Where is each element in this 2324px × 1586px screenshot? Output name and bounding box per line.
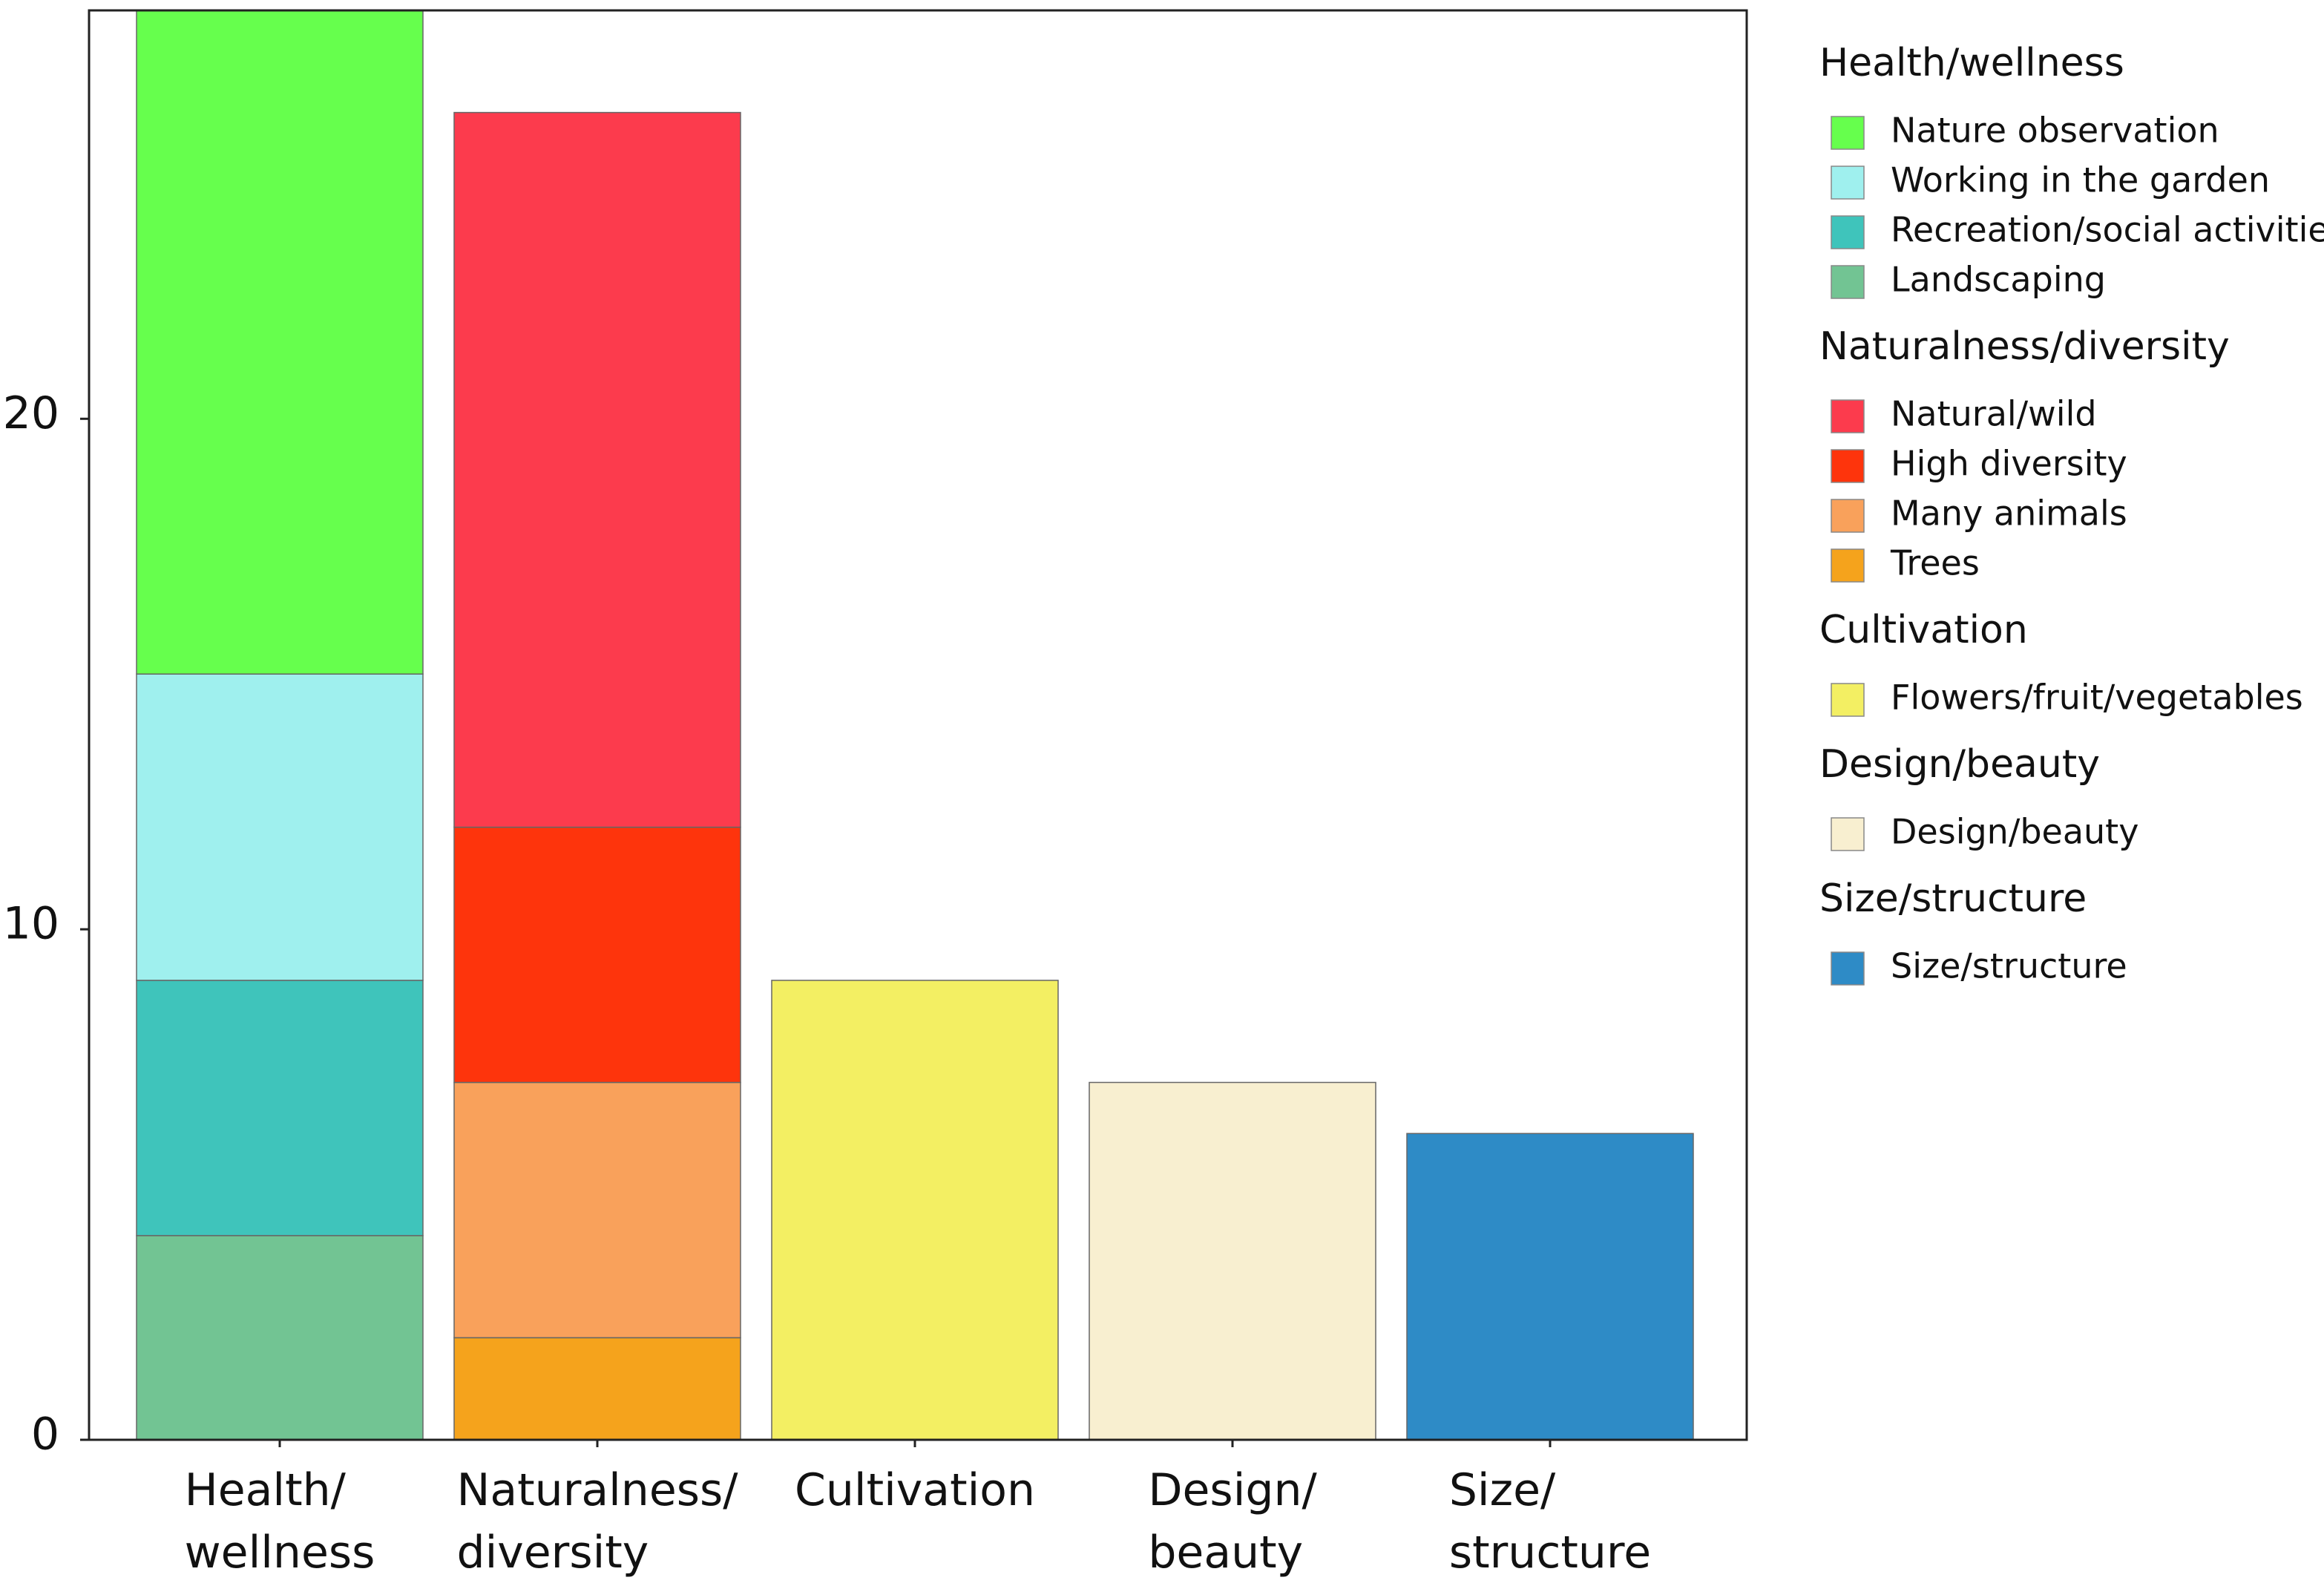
x-tick-label: Naturalness/ diversity bbox=[456, 1464, 738, 1579]
bar-segment bbox=[453, 826, 741, 1084]
legend-swatch bbox=[1831, 265, 1865, 299]
legend-title: Design/beauty bbox=[1819, 742, 2100, 787]
bar-segment bbox=[1089, 1081, 1376, 1441]
legend-label: Design/beauty bbox=[1891, 812, 2138, 852]
legend-title: Size/structure bbox=[1819, 876, 2087, 921]
legend-swatch bbox=[1831, 817, 1865, 851]
legend-swatch bbox=[1831, 499, 1865, 533]
x-tick-label: Design/ beauty bbox=[1148, 1464, 1317, 1579]
legend-label: Nature observation bbox=[1891, 111, 2219, 151]
legend-swatch bbox=[1831, 951, 1865, 986]
legend-label: Natural/wild bbox=[1891, 394, 2097, 434]
y-tick-label: 0 bbox=[31, 1409, 59, 1461]
legend-swatch bbox=[1831, 215, 1865, 249]
legend-label: Working in the garden bbox=[1891, 160, 2270, 200]
legend-label: Trees bbox=[1890, 543, 1980, 583]
x-tick-label: Health/ wellness bbox=[184, 1464, 375, 1579]
legend-title: Health/wellness bbox=[1819, 41, 2124, 85]
legend-title: Naturalness/diversity bbox=[1819, 324, 2230, 369]
legend-swatch bbox=[1831, 116, 1865, 150]
legend-swatch bbox=[1831, 166, 1865, 200]
x-tick-label: Size/ structure bbox=[1448, 1464, 1652, 1579]
bar-segment bbox=[771, 980, 1059, 1441]
bar-segment bbox=[136, 673, 424, 981]
legend-label: High diversity bbox=[1891, 444, 2127, 484]
legend-label: Recreation/social activities bbox=[1891, 210, 2324, 250]
bar-segment bbox=[1406, 1133, 1694, 1441]
bar-segment bbox=[453, 111, 741, 828]
legend-swatch bbox=[1831, 449, 1865, 483]
legend-swatch bbox=[1831, 548, 1865, 583]
legend-label: Landscaping bbox=[1891, 260, 2106, 300]
bar-segment bbox=[136, 980, 424, 1236]
y-tick-label: 10 bbox=[3, 898, 59, 950]
bar-segment bbox=[136, 1235, 424, 1441]
plot-frame bbox=[88, 9, 1748, 1441]
y-tick-label: 20 bbox=[3, 387, 59, 439]
bar-segment bbox=[136, 10, 424, 675]
bar-segment bbox=[453, 1337, 741, 1441]
x-tick-label: Cultivation bbox=[795, 1464, 1035, 1516]
legend-label: Size/structure bbox=[1891, 946, 2127, 986]
legend-label: Many animals bbox=[1891, 494, 2127, 534]
legend-swatch bbox=[1831, 399, 1865, 433]
legend-swatch bbox=[1831, 683, 1865, 717]
legend-label: Flowers/fruit/vegetables bbox=[1891, 678, 2303, 718]
bar-segment bbox=[453, 1081, 741, 1339]
legend-title: Cultivation bbox=[1819, 608, 2028, 652]
